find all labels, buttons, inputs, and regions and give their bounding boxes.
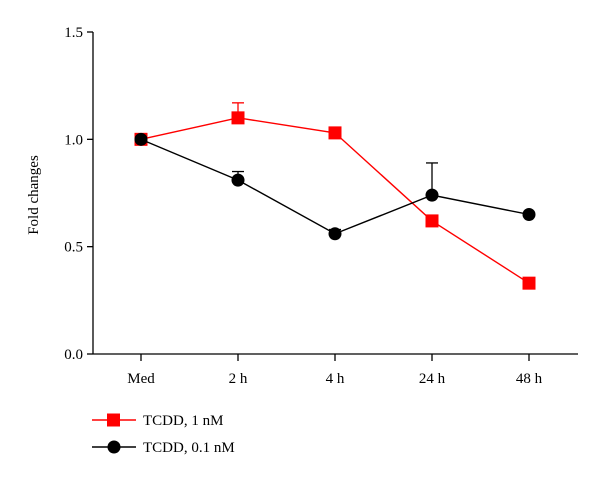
data-point — [425, 214, 439, 228]
series-line — [140, 117, 530, 284]
series-layer — [134, 102, 536, 290]
data-point — [522, 276, 536, 290]
y-axis-title: Fold changes — [26, 155, 42, 235]
x-tick-label: 48 h — [516, 371, 543, 387]
data-point — [328, 126, 342, 140]
legend-label: TCDD, 1 nM — [143, 413, 223, 429]
x-tick-label: 2 h — [229, 371, 248, 387]
series-tcdd-0-1nm — [134, 132, 536, 241]
y-tick-label: 1.0 — [64, 132, 83, 148]
legend-marker — [107, 413, 120, 427]
legend-marker — [107, 440, 121, 454]
y-tick-label: 0.0 — [64, 347, 83, 363]
y-tick-label: 0.5 — [64, 240, 83, 256]
series-tcdd-1nm — [134, 102, 536, 290]
legend-label: TCDD, 0.1 nM — [143, 440, 235, 456]
series-line — [140, 138, 530, 235]
legend-item: TCDD, 0.1 nM — [92, 440, 235, 456]
x-tick-label: 4 h — [326, 371, 345, 387]
legend: TCDD, 1 nM TCDD, 0.1 nM — [92, 413, 235, 456]
axes: 0.0 0.5 1.0 1.5 Med 2 h 4 h 24 h 48 h — [64, 25, 578, 387]
data-point — [231, 173, 245, 187]
data-point — [231, 111, 245, 125]
data-point — [425, 188, 439, 202]
y-tick-label: 1.5 — [64, 25, 83, 41]
legend-item: TCDD, 1 nM — [92, 413, 223, 429]
data-point — [328, 227, 342, 241]
data-point — [522, 207, 536, 221]
data-point — [134, 132, 148, 146]
x-tick-label: 24 h — [419, 371, 446, 387]
x-tick-label: Med — [127, 371, 155, 387]
